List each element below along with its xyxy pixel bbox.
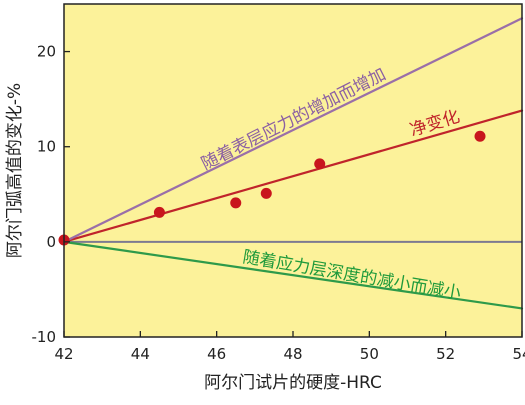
- series-points: [58, 130, 486, 246]
- x-tick-label: 48: [283, 345, 302, 363]
- x-tick-label: 42: [54, 345, 73, 363]
- axis-ticks: 42 44 46 48 50 52 54 -10 0 10 20: [32, 43, 525, 363]
- y-tick-label: -10: [32, 328, 57, 346]
- data-point-6: [474, 130, 486, 142]
- y-axis-title: 阿尔门弧高值的变化-%: [5, 83, 25, 258]
- plot-area: [64, 4, 522, 337]
- x-tick-label: 46: [207, 345, 226, 363]
- y-tick-label: 20: [37, 43, 56, 61]
- data-point-5: [314, 158, 326, 170]
- data-point-4: [260, 187, 272, 199]
- x-tick-label: 54: [512, 345, 525, 363]
- x-tick-label: 50: [360, 345, 379, 363]
- x-axis-title: 阿尔门试片的硬度-HRC: [204, 373, 382, 393]
- series-lines: [62, 17, 524, 310]
- data-point-2: [153, 206, 165, 218]
- surface-stress-line: [62, 17, 524, 243]
- depth-decrease-line: [62, 240, 524, 310]
- y-tick-label: 0: [46, 233, 56, 251]
- net-change-fit-line: [62, 109, 524, 243]
- y-tick-label: 10: [37, 138, 56, 156]
- x-tick-label: 44: [131, 345, 150, 363]
- x-tick-label: 52: [436, 345, 455, 363]
- data-point-3: [230, 197, 242, 209]
